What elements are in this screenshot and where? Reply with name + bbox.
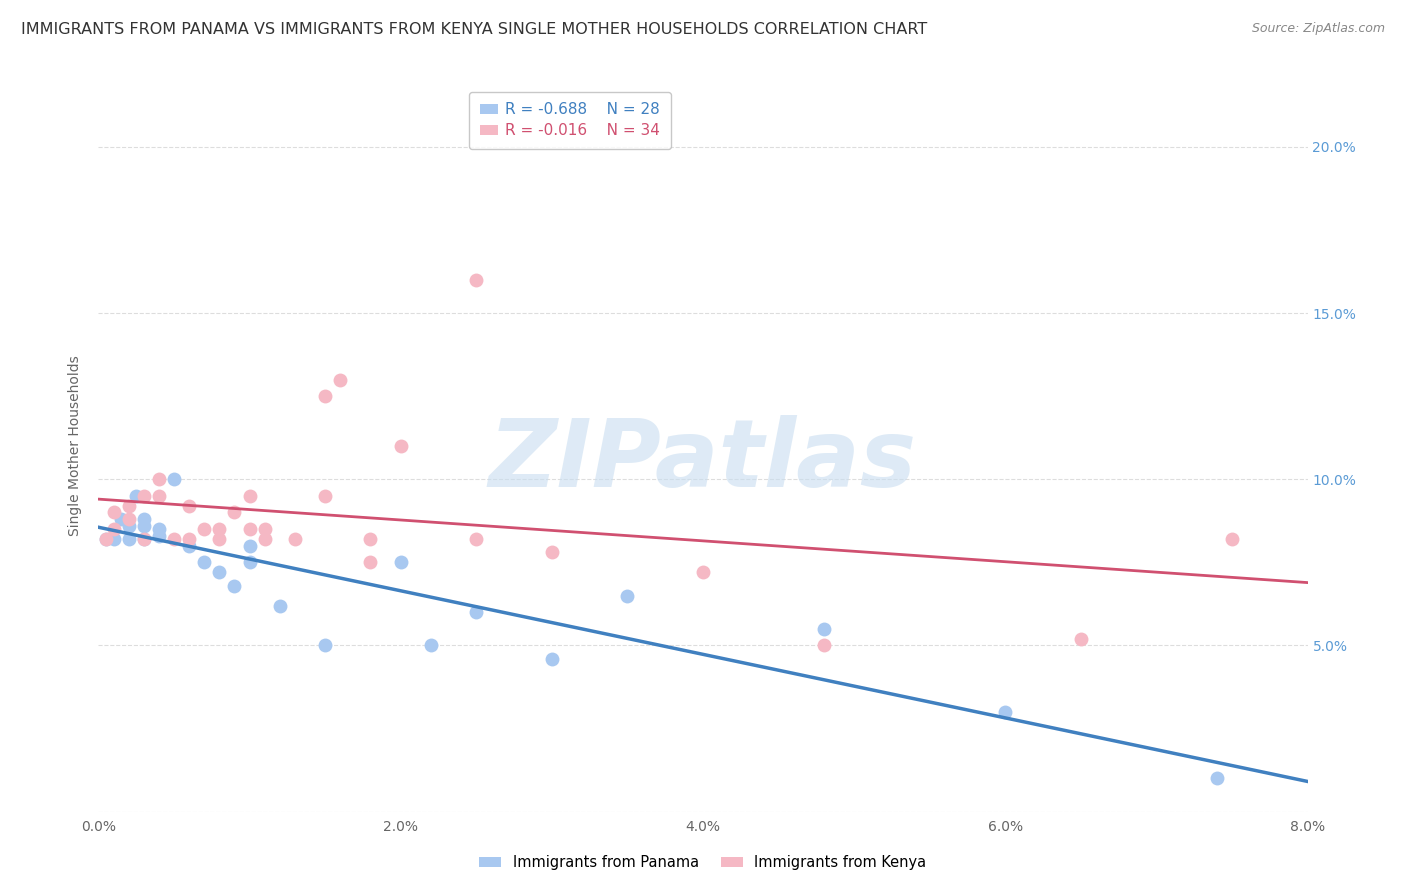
Point [118, 512, 141, 526]
Point [208, 532, 231, 546]
Legend: Immigrants from Panama, Immigrants from Kenya: Immigrants from Panama, Immigrants from … [474, 849, 932, 876]
Point [208, 566, 231, 580]
Point [253, 522, 276, 536]
Point [389, 439, 412, 453]
Point [813, 622, 835, 636]
Y-axis label: Single Mother Households: Single Mother Households [69, 356, 83, 536]
Point [103, 522, 125, 536]
Point [239, 489, 262, 503]
Point [148, 522, 170, 536]
Point [132, 518, 155, 533]
Point [193, 555, 215, 569]
Point [239, 522, 262, 536]
Legend: R = -0.688    N = 28, R = -0.016    N = 34: R = -0.688 N = 28, R = -0.016 N = 34 [468, 92, 671, 149]
Point [224, 579, 246, 593]
Text: IMMIGRANTS FROM PANAMA VS IMMIGRANTS FROM KENYA SINGLE MOTHER HOUSEHOLDS CORRELA: IMMIGRANTS FROM PANAMA VS IMMIGRANTS FRO… [21, 22, 928, 37]
Point [148, 529, 170, 543]
Point [314, 389, 336, 403]
Point [269, 599, 291, 613]
Point [253, 532, 276, 546]
Point [360, 532, 382, 546]
Point [329, 372, 352, 386]
Point [465, 532, 488, 546]
Point [994, 705, 1017, 719]
Point [239, 555, 262, 569]
Point [118, 499, 141, 513]
Point [103, 506, 125, 520]
Point [148, 472, 170, 486]
Point [314, 639, 336, 653]
Text: Source: ZipAtlas.com: Source: ZipAtlas.com [1251, 22, 1385, 36]
Point [148, 489, 170, 503]
Point [163, 472, 186, 486]
Point [110, 512, 132, 526]
Point [314, 489, 336, 503]
Point [540, 652, 562, 666]
Point [118, 532, 141, 546]
Point [239, 539, 262, 553]
Point [132, 532, 155, 546]
Point [179, 499, 201, 513]
Point [125, 489, 148, 503]
Point [813, 639, 835, 653]
Point [1070, 632, 1092, 646]
Point [692, 566, 714, 580]
Point [208, 522, 231, 536]
Point [1220, 532, 1243, 546]
Text: ZIPatlas: ZIPatlas [489, 415, 917, 507]
Point [132, 512, 155, 526]
Point [616, 589, 638, 603]
Point [420, 639, 443, 653]
Point [389, 555, 412, 569]
Point [284, 532, 307, 546]
Point [103, 532, 125, 546]
Point [465, 605, 488, 619]
Point [1206, 772, 1229, 786]
Point [94, 532, 117, 546]
Point [132, 532, 155, 546]
Point [163, 532, 186, 546]
Point [179, 539, 201, 553]
Point [465, 273, 488, 287]
Point [360, 555, 382, 569]
Point [132, 489, 155, 503]
Point [118, 518, 141, 533]
Point [193, 522, 215, 536]
Point [540, 545, 562, 559]
Point [224, 506, 246, 520]
Point [179, 532, 201, 546]
Point [94, 532, 117, 546]
